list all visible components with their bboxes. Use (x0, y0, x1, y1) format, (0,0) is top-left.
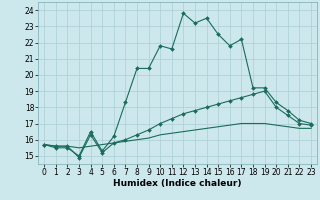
X-axis label: Humidex (Indice chaleur): Humidex (Indice chaleur) (113, 179, 242, 188)
